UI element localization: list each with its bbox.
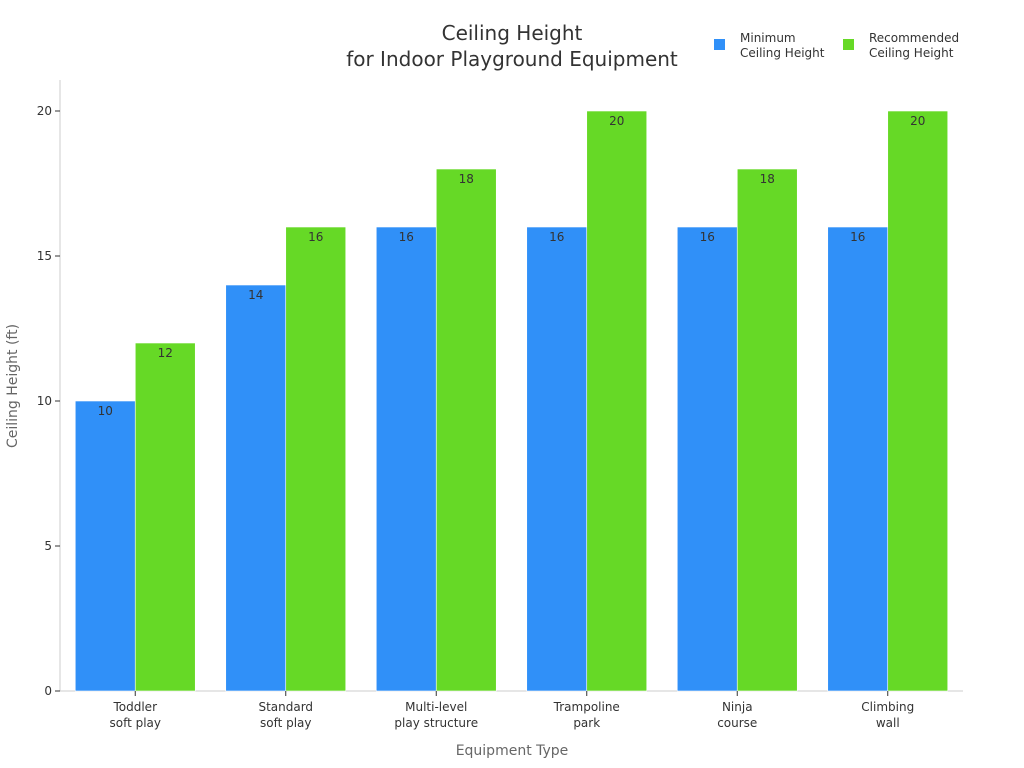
bar: [827, 226, 889, 692]
bar-value-label: 16: [700, 230, 715, 244]
bar: [435, 168, 497, 692]
x-tick-label-line-1: Trampoline: [553, 700, 620, 714]
bar: [586, 110, 648, 692]
y-tick-label: 5: [44, 539, 52, 553]
bar-value-label: 20: [609, 114, 624, 128]
bar-value-label: 16: [308, 230, 323, 244]
x-tick-label-line-2: park: [573, 716, 600, 730]
bar-value-label: 16: [850, 230, 865, 244]
legend-label-minimum-line-2: Ceiling Height: [740, 46, 825, 60]
x-tick-label-line-1: Standard: [258, 700, 313, 714]
x-tick-label-line-1: Ninja: [722, 700, 753, 714]
bar-value-label: 16: [399, 230, 414, 244]
x-tick-label-line-2: soft play: [260, 716, 312, 730]
bar-value-label: 10: [98, 404, 113, 418]
x-tick-label-line-1: Multi-level: [405, 700, 467, 714]
x-tick-label-line-2: wall: [876, 716, 900, 730]
bar: [225, 284, 287, 692]
x-tick-label-line-2: course: [717, 716, 757, 730]
chart-title-line-1: Ceiling Height: [442, 21, 583, 45]
x-tick-label-line-1: Toddler: [112, 700, 157, 714]
legend-swatch-minimum: [714, 39, 725, 50]
bar-value-label: 16: [549, 230, 564, 244]
bar-value-label: 20: [910, 114, 925, 128]
y-tick-label: 15: [37, 249, 52, 263]
bar: [134, 342, 196, 692]
x-axis-title: Equipment Type: [456, 743, 569, 759]
y-axis-title: Ceiling Height (ft): [5, 324, 21, 448]
bar-value-label: 18: [760, 172, 775, 186]
chart-title-line-2: for Indoor Playground Equipment: [346, 47, 678, 71]
bar: [676, 226, 738, 692]
bar: [375, 226, 437, 692]
x-tick-label-line-2: play structure: [394, 716, 478, 730]
plot-area: 0 5 10 15 20 10 12 Toddler soft play 14 16 Standard…: [37, 80, 963, 730]
legend-label-minimum-line-1: Minimum: [740, 31, 796, 45]
bar-value-label: 12: [158, 346, 173, 360]
bar: [285, 226, 347, 692]
x-tick-label-line-1: Climbing: [861, 700, 914, 714]
bar: [887, 110, 949, 692]
x-tick-label-line-2: soft play: [109, 716, 161, 730]
legend-label-recommended-line-1: Recommended: [869, 31, 959, 45]
y-tick-label: 10: [37, 394, 52, 408]
bar: [736, 168, 798, 692]
legend-label-recommended-line-2: Ceiling Height: [869, 46, 954, 60]
legend: Minimum Ceiling Height Recommended Ceili…: [714, 31, 959, 60]
y-tick-label: 0: [44, 684, 52, 698]
bar-value-label: 14: [248, 288, 263, 302]
bar: [74, 400, 136, 692]
legend-swatch-recommended: [843, 39, 854, 50]
bar-value-label: 18: [459, 172, 474, 186]
y-tick-label: 20: [37, 104, 52, 118]
bar: [526, 226, 588, 692]
